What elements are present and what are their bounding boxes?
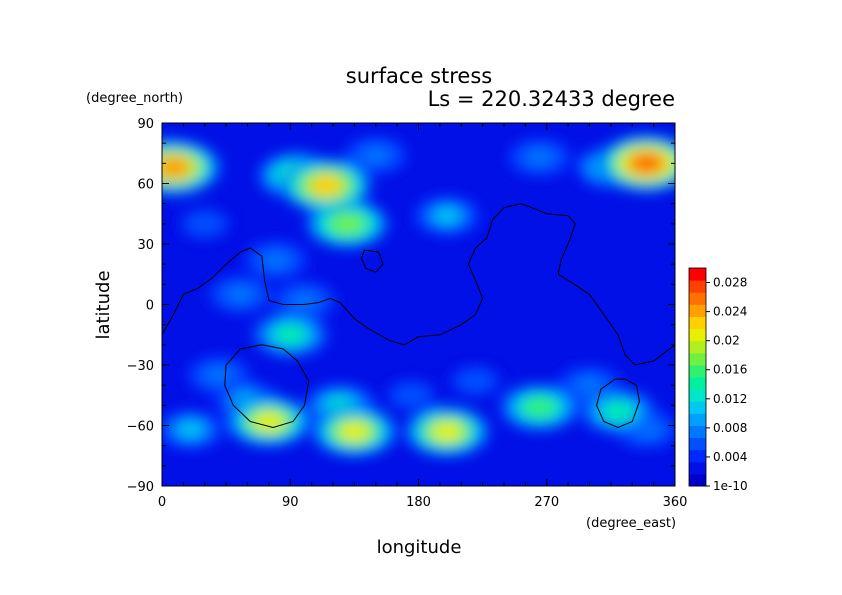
colorbar-swatch bbox=[689, 328, 706, 342]
y-unit-label: (degree_north) bbox=[86, 91, 183, 106]
colorbar-label: 1e-10 bbox=[713, 479, 748, 493]
stress-blob bbox=[162, 156, 192, 179]
colorbar-label: 0.024 bbox=[713, 305, 747, 319]
stress-blob bbox=[603, 402, 633, 421]
colorbar-swatch bbox=[689, 389, 706, 402]
y-axis-label: latitude bbox=[93, 270, 114, 339]
stress-blob bbox=[430, 421, 464, 442]
colorbar-swatch bbox=[689, 473, 706, 487]
stress-blob bbox=[433, 207, 461, 224]
colorbar-label: 0.016 bbox=[713, 363, 747, 377]
stress-blob bbox=[337, 421, 371, 442]
colorbar-swatch bbox=[689, 461, 706, 475]
heatmap-field bbox=[162, 123, 675, 486]
colorbar-swatch bbox=[689, 449, 706, 463]
stress-blob bbox=[524, 397, 555, 417]
stress-blob bbox=[399, 387, 424, 403]
colorbar: 1e-10 0.004 0.008 0.012 0.016 0.02 0.024 0.028 bbox=[688, 267, 748, 493]
stress-blob bbox=[577, 377, 602, 393]
x-unit-label: (degree_east) bbox=[586, 516, 676, 531]
colorbar-label: 0.004 bbox=[713, 450, 747, 464]
x-tick-label: 270 bbox=[534, 495, 559, 510]
island-contour bbox=[360, 249, 384, 273]
stress-blob bbox=[463, 373, 488, 389]
chart-title: surface stress bbox=[346, 64, 492, 88]
colorbar-label: 0.02 bbox=[713, 334, 740, 348]
continent-outline-contour bbox=[162, 203, 675, 366]
stress-blob bbox=[206, 367, 232, 383]
stress-blob bbox=[627, 151, 666, 175]
stress-blob bbox=[252, 411, 286, 432]
chart-subtitle: Ls = 220.32433 degree bbox=[428, 87, 675, 111]
x-tick-label: 0 bbox=[158, 495, 166, 510]
stress-blob bbox=[292, 292, 317, 309]
colorbar-swatch bbox=[689, 352, 706, 366]
axis-ticks: 0 90 180 270 360 90 60 30 0 −30 −60 −90 bbox=[127, 117, 688, 510]
colorbar-swatch bbox=[689, 377, 706, 390]
y-tick-label: 0 bbox=[146, 299, 154, 314]
x-tick-label: 180 bbox=[406, 495, 431, 510]
stress-blob bbox=[331, 214, 364, 234]
basin-west-contour bbox=[224, 344, 310, 429]
colorbar-frame bbox=[688, 267, 707, 487]
colorbar-swatch bbox=[689, 292, 706, 305]
colorbar-label: 0.008 bbox=[713, 421, 747, 435]
y-tick-label: −60 bbox=[127, 420, 154, 435]
y-tick-label: −30 bbox=[127, 359, 154, 374]
colorbar-swatch bbox=[689, 268, 706, 281]
stress-blob bbox=[263, 252, 289, 268]
colorbar-swatch bbox=[689, 364, 706, 378]
stress-blob bbox=[192, 216, 217, 232]
stress-blob bbox=[177, 421, 204, 438]
colorbar-swatch bbox=[689, 340, 706, 354]
basin-east-contour bbox=[596, 378, 640, 429]
colorbar-swatch bbox=[689, 316, 706, 330]
y-tick-label: 30 bbox=[137, 238, 154, 253]
stress-blob bbox=[275, 325, 305, 344]
y-tick-label: 90 bbox=[137, 117, 154, 132]
y-tick-label: −90 bbox=[127, 480, 154, 495]
colorbar-swatch bbox=[689, 304, 706, 317]
stress-blob bbox=[527, 149, 553, 165]
colorbar-label: 0.028 bbox=[713, 276, 747, 290]
colorbar-swatch bbox=[689, 401, 706, 414]
colorbar-label: 0.012 bbox=[713, 392, 747, 406]
x-axis-label: longitude bbox=[377, 537, 462, 558]
colorbar-swatch bbox=[689, 280, 706, 293]
x-tick-label: 360 bbox=[663, 495, 688, 510]
stress-blob bbox=[227, 286, 253, 303]
colorbar-swatch bbox=[689, 425, 706, 439]
stress-blob bbox=[363, 147, 389, 163]
colorbar-swatch bbox=[689, 413, 706, 426]
colorbar-swatch bbox=[689, 437, 706, 451]
y-tick-label: 60 bbox=[137, 178, 154, 193]
stress-blob bbox=[308, 174, 344, 197]
x-tick-label: 90 bbox=[282, 495, 299, 510]
